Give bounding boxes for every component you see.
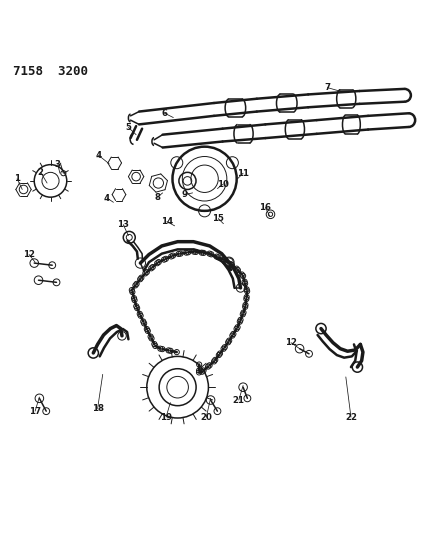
Text: 9: 9 xyxy=(182,190,188,199)
Text: 18: 18 xyxy=(92,404,104,413)
Text: 10: 10 xyxy=(217,180,229,189)
Text: 20: 20 xyxy=(200,413,212,422)
Text: 16: 16 xyxy=(259,203,271,212)
Text: 4: 4 xyxy=(95,151,101,160)
Text: 22: 22 xyxy=(345,413,357,422)
Text: 8: 8 xyxy=(155,192,160,201)
Text: 12: 12 xyxy=(23,250,35,259)
Text: 14: 14 xyxy=(161,217,173,226)
Text: 12: 12 xyxy=(285,338,297,347)
Text: 19: 19 xyxy=(160,413,172,422)
Text: 2: 2 xyxy=(38,168,44,177)
Text: 7158  3200: 7158 3200 xyxy=(13,66,88,78)
Text: 7: 7 xyxy=(324,83,330,92)
Text: 1: 1 xyxy=(14,174,20,183)
Text: 11: 11 xyxy=(237,169,249,177)
Text: 15: 15 xyxy=(212,214,224,223)
Text: 13: 13 xyxy=(117,220,129,229)
Text: 21: 21 xyxy=(233,395,245,405)
Text: 3: 3 xyxy=(55,160,61,169)
Text: 5: 5 xyxy=(125,123,131,132)
Text: 6: 6 xyxy=(162,109,168,118)
Text: 4: 4 xyxy=(104,193,110,203)
Text: 17: 17 xyxy=(29,407,41,416)
